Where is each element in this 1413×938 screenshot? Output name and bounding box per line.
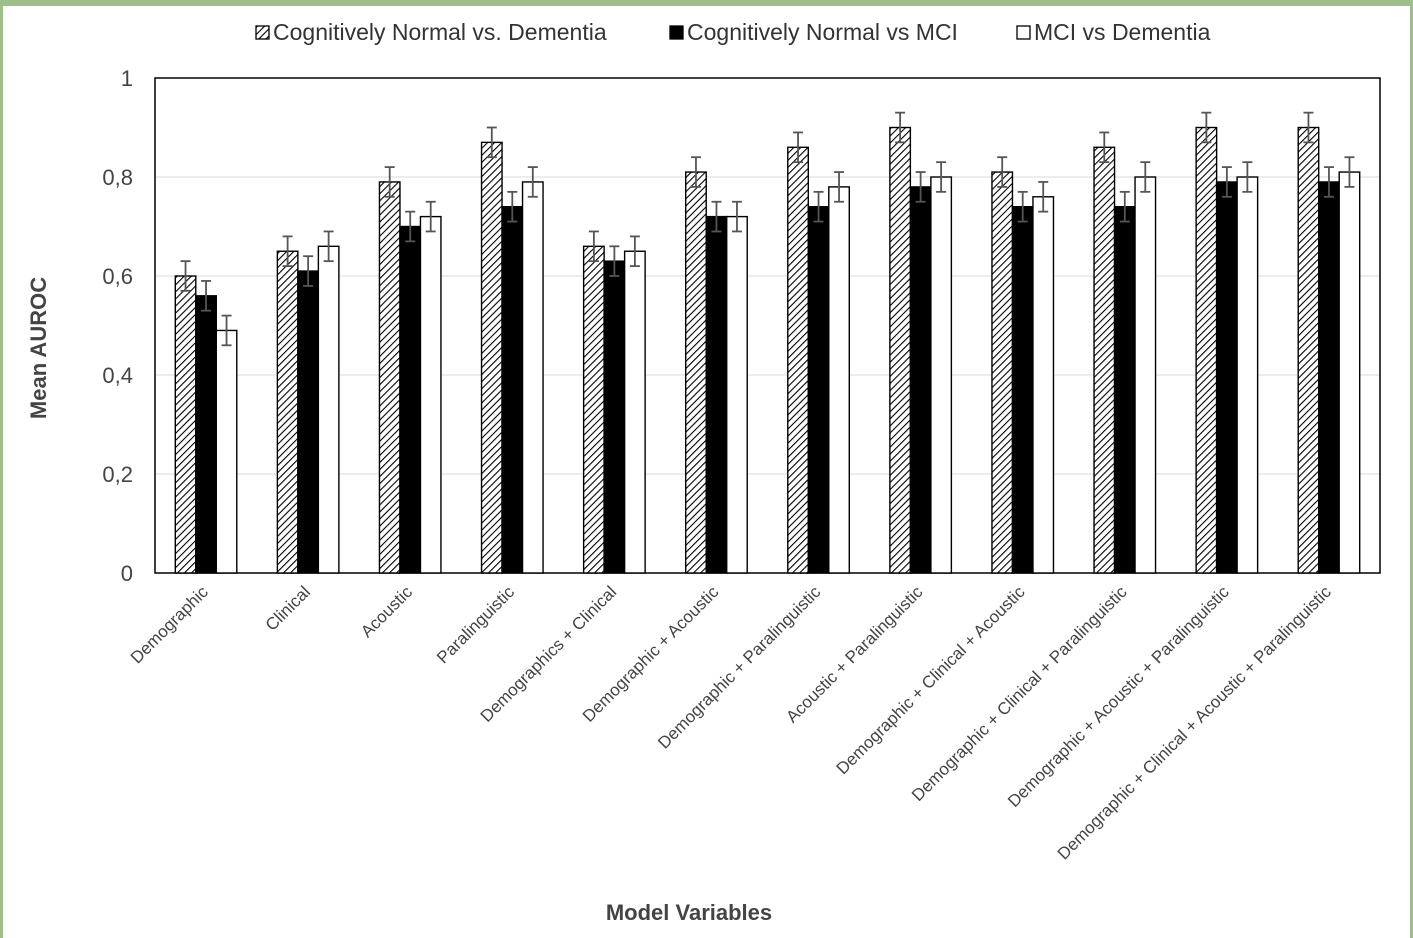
legend: Cognitively Normal vs. Dementia Cognitive… [255,19,1211,45]
bar [1011,205,1034,574]
bar [1236,176,1259,574]
bar [787,146,809,574]
y-tick-label: 0 [121,561,133,586]
x-category-label: Demographic [127,582,212,667]
x-category-label: Demographic + Acoustic + Paralinguistic [1004,582,1233,811]
bar [276,250,299,574]
bar [1297,126,1320,574]
bar [909,186,932,574]
bar [501,205,524,574]
x-category-label: Acoustic [357,582,416,641]
legend-label: Cognitively Normal vs MCI [687,19,958,45]
bar [521,181,544,574]
bar [378,181,401,574]
x-category-label: Demographic + Clinical + Paralinguistic [908,582,1131,805]
bar [930,176,953,574]
bar [1093,146,1116,574]
bar [1134,176,1157,574]
bar [991,171,1014,574]
bar [1215,181,1238,574]
bar [174,275,197,574]
bar [726,215,748,574]
y-tick-label: 1 [121,66,133,91]
plot-area-border [154,77,1381,574]
bar [195,295,217,574]
bar [603,260,626,574]
bar [1338,171,1361,574]
x-category-label: Demographic + Paralinguistic [654,582,824,752]
gridlines [154,77,1381,574]
bar [1032,196,1055,574]
x-category-label: Paralinguistic [433,582,518,667]
y-axis-title: Mean AUROC [26,277,51,419]
bar [1113,205,1136,574]
error-bars-layer [180,111,1355,347]
legend-swatch [255,25,270,40]
bar [419,215,442,574]
y-tick-label: 0,2 [102,462,133,487]
bar [399,225,422,574]
bar [1318,181,1340,574]
bar [215,329,238,574]
legend-swatch [669,25,684,40]
bar [685,171,707,574]
bar [807,205,830,574]
legend-label: MCI vs Dementia [1034,19,1211,45]
bar [623,250,646,574]
legend-label: Cognitively Normal vs. Dementia [273,19,607,45]
bars-layer [174,126,1361,574]
y-tick-label: 0,4 [102,363,133,388]
x-category-label: Demographic + Clinical + Acoustic [833,582,1029,778]
bar [317,245,340,574]
y-tick-label: 0,8 [102,165,133,190]
bar [705,215,728,574]
bar [480,141,503,574]
x-category-label: Clinical [262,582,314,634]
bar [889,126,912,574]
y-axis-ticks: 0 0,2 0,4 0,6 0,8 1 [102,66,133,586]
y-tick-label: 0,6 [102,264,133,289]
x-axis-title: Model Variables [606,900,772,925]
legend-swatch [1016,25,1031,40]
bar [582,245,605,574]
x-axis-categories: Demographic Clinical Acoustic Paralinguisti… [127,582,1335,863]
bar [1195,126,1218,574]
bar [828,186,850,574]
bar [297,270,320,574]
